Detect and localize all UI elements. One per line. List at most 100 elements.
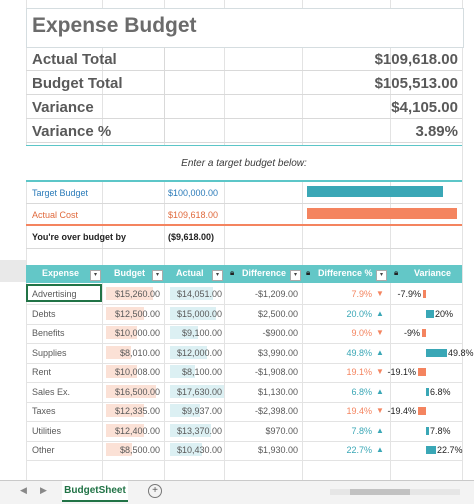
- teal-divider: [26, 180, 462, 182]
- expense-name[interactable]: Benefits: [32, 328, 65, 338]
- variance-label: 6.8%: [430, 387, 451, 397]
- variance-bar: [423, 290, 426, 298]
- target-budget-input[interactable]: $100,000.00: [168, 188, 219, 198]
- scroll-left-icon[interactable]: ◀: [20, 485, 27, 495]
- header-variance: Variance: [414, 268, 452, 278]
- expense-name[interactable]: Other: [32, 445, 55, 455]
- difference-value: $1,130.00: [257, 387, 298, 397]
- expense-name[interactable]: Taxes: [32, 406, 56, 416]
- expense-name[interactable]: Sales Ex.: [32, 387, 71, 397]
- budget-total-label: Budget Total: [32, 75, 123, 92]
- table-row[interactable]: [26, 363, 462, 383]
- actual-value[interactable]: $9,937.00: [181, 406, 222, 416]
- gridline: [26, 0, 27, 480]
- table-row[interactable]: [26, 344, 462, 364]
- orange-divider: [26, 224, 462, 226]
- scroll-right-icon[interactable]: ▶: [40, 485, 47, 495]
- variance-label: -9%: [403, 328, 420, 338]
- triangle-up-icon: ▲: [376, 348, 384, 357]
- budget-value[interactable]: $12,400.00: [114, 426, 160, 436]
- budget-data-bar: [106, 326, 137, 339]
- difference-value: -$2,398.00: [254, 406, 298, 416]
- budget-value[interactable]: $15,260.00: [114, 289, 160, 299]
- table-row[interactable]: [26, 422, 462, 442]
- filter-dropdown-icon[interactable]: ▾: [212, 270, 223, 281]
- difference-pct-value: 22.7%: [346, 445, 372, 455]
- variance-label: 49.8%: [448, 348, 474, 358]
- table-row[interactable]: [26, 441, 462, 461]
- budget-value[interactable]: $8,010.00: [119, 348, 160, 358]
- actual-value[interactable]: $12,000.00: [176, 348, 222, 358]
- header-difference: Difference: [242, 268, 287, 278]
- budget-data-bar: [106, 307, 144, 320]
- difference-pct-value: 19.1%: [346, 367, 372, 377]
- gridline: [102, 0, 103, 480]
- actual-data-bar: [170, 287, 213, 300]
- summary-row[interactable]: [26, 95, 462, 119]
- spreadsheet-grid: Expense Budget Actual Total $109,618.00 …: [0, 0, 474, 480]
- budget-value[interactable]: $12,500.00: [114, 309, 160, 319]
- variance-bar: [426, 349, 447, 357]
- selected-cell[interactable]: [26, 284, 102, 302]
- budget-data-bar: [106, 385, 156, 398]
- variance-bar: [426, 427, 429, 435]
- actual-cost-bar: [307, 208, 457, 219]
- difference-value: -$1,908.00: [254, 367, 298, 377]
- budget-value[interactable]: $12,335.00: [114, 406, 160, 416]
- table-row[interactable]: [26, 305, 462, 325]
- actual-value[interactable]: $15,000.00: [176, 309, 222, 319]
- difference-pct-value: 7.9%: [351, 289, 372, 299]
- budget-value[interactable]: $8,500.00: [119, 445, 160, 455]
- variance-label: 22.7%: [437, 445, 463, 455]
- divider: [26, 248, 462, 249]
- budget-data-bar: [106, 443, 132, 456]
- budget-value[interactable]: $16,500.00: [114, 387, 160, 397]
- gridline: [302, 0, 303, 480]
- table-row[interactable]: [26, 285, 462, 305]
- prompt-box: [26, 146, 462, 180]
- difference-pct-value: 7.8%: [351, 426, 372, 436]
- budget-data-bar: [106, 346, 131, 359]
- difference-value: $1,930.00: [257, 445, 298, 455]
- difference-value: $970.00: [265, 426, 298, 436]
- expense-name[interactable]: Rent: [32, 367, 52, 377]
- difference-value: -$900.00: [262, 328, 298, 338]
- budget-data-bar: [106, 287, 153, 300]
- variance-value: $4,105.00: [391, 99, 458, 116]
- actual-data-bar: [170, 365, 195, 378]
- variance-bar: [418, 368, 426, 376]
- filter-dropdown-icon[interactable]: ▾: [290, 270, 301, 281]
- actual-value[interactable]: $13,370.00: [176, 426, 222, 436]
- lock-icon: 🔒︎: [230, 268, 235, 277]
- expense-name[interactable]: Advertising: [32, 289, 77, 299]
- target-budget-row[interactable]: [26, 182, 462, 204]
- budget-value[interactable]: $10,000.00: [114, 328, 160, 338]
- budget-value[interactable]: $10,008.00: [114, 367, 160, 377]
- actual-data-bar: [170, 404, 200, 417]
- filter-dropdown-icon[interactable]: ▾: [90, 270, 101, 281]
- expense-name[interactable]: Debts: [32, 309, 56, 319]
- budget-data-bar: [106, 404, 144, 417]
- sheet-tab-budgetsheet[interactable]: BudgetSheet: [62, 481, 128, 502]
- filter-dropdown-icon[interactable]: ▾: [152, 270, 163, 281]
- expense-name[interactable]: Supplies: [32, 348, 67, 358]
- table-row[interactable]: [26, 324, 462, 344]
- horizontal-scrollbar[interactable]: [330, 488, 460, 496]
- actual-data-bar: [170, 443, 202, 456]
- triangle-up-icon: ▲: [376, 387, 384, 396]
- summary-row[interactable]: [26, 119, 462, 143]
- add-sheet-icon[interactable]: +: [148, 484, 162, 498]
- variance-pct-label: Variance %: [32, 123, 112, 140]
- expense-name[interactable]: Utilities: [32, 426, 62, 436]
- actual-value[interactable]: $10,430.00: [176, 445, 222, 455]
- actual-value[interactable]: $8,100.00: [181, 367, 222, 377]
- summary-row[interactable]: [26, 71, 462, 95]
- table-row[interactable]: [26, 383, 462, 403]
- summary-row[interactable]: [26, 47, 462, 71]
- actual-value[interactable]: $14,051.00: [176, 289, 222, 299]
- table-row[interactable]: [26, 402, 462, 422]
- actual-value[interactable]: $9,100.00: [181, 328, 222, 338]
- actual-value[interactable]: $17,630.00: [176, 387, 222, 397]
- filter-dropdown-icon[interactable]: ▾: [376, 270, 387, 281]
- variance-bar: [426, 446, 436, 454]
